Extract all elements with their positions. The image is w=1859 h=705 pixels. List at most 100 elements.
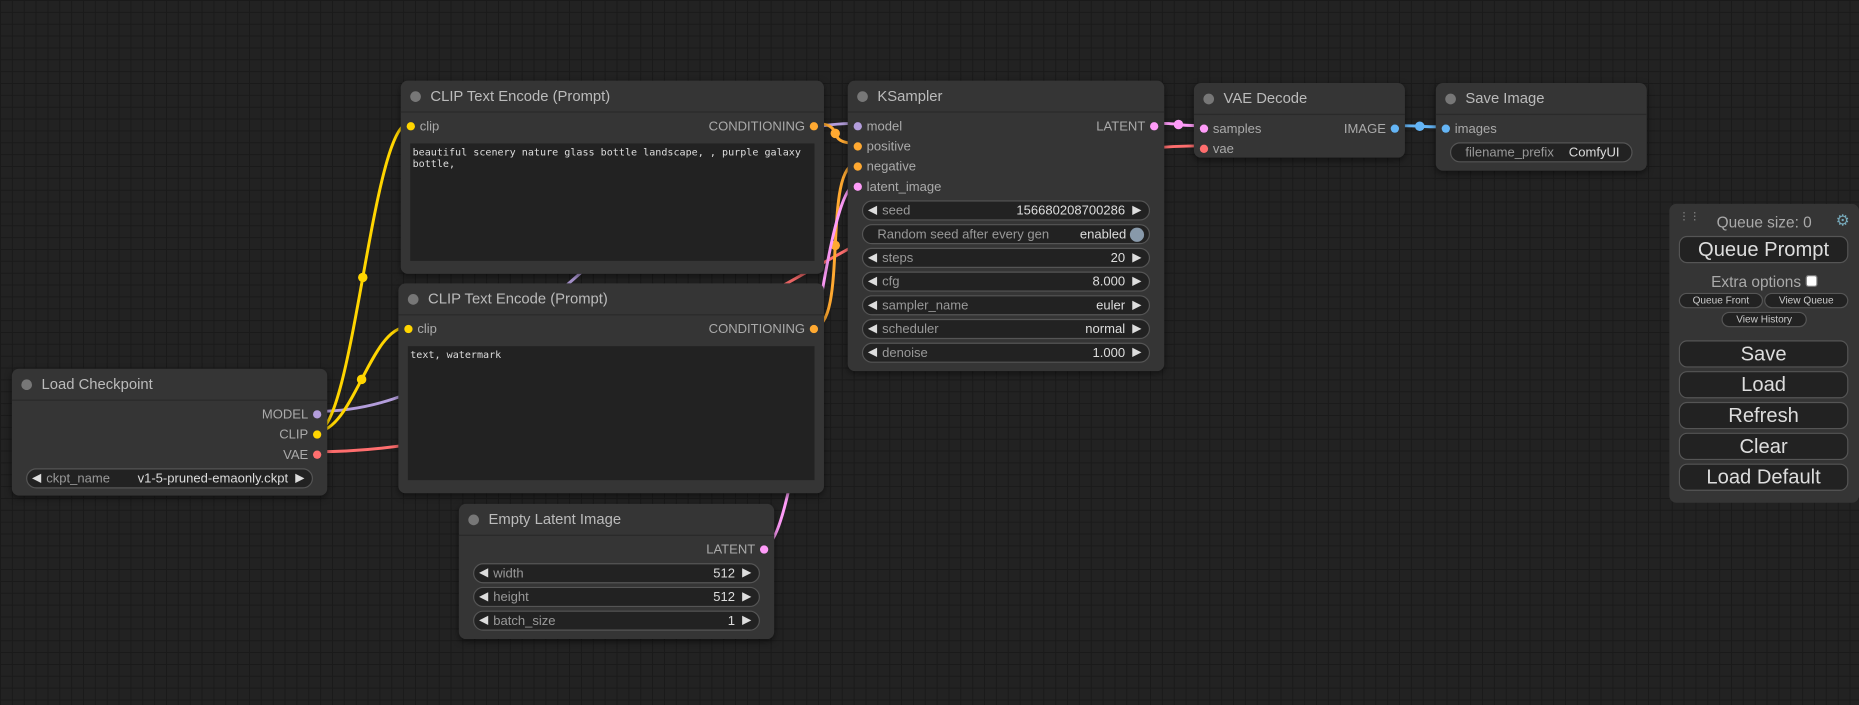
decrement-arrow-icon[interactable]: ◀ <box>478 590 489 604</box>
input-slot-latent_image[interactable]: latent_image <box>848 177 941 197</box>
increment-arrow-icon[interactable]: ▶ <box>742 590 752 604</box>
clip-input-dot-icon[interactable] <box>406 122 415 131</box>
input-slot-model[interactable]: model <box>848 116 902 136</box>
decrement-arrow-icon[interactable]: ◀ <box>867 346 877 360</box>
increment-arrow-icon[interactable]: ▶ <box>1132 346 1142 360</box>
samples-input-dot-icon[interactable] <box>1199 124 1209 133</box>
widget-scheduler[interactable]: ◀ scheduler normal ▶ <box>861 318 1151 340</box>
wire-midpoint-dot-icon[interactable] <box>356 374 367 385</box>
node-title-bar[interactable]: KSampler <box>847 81 1165 113</box>
node-ksampler[interactable]: KSampler model LATENT positive negative laten… <box>847 80 1165 372</box>
node-title-bar[interactable]: VAE Decode <box>1193 83 1405 116</box>
input-slot-positive[interactable]: positive <box>848 136 911 156</box>
collapse-dot-icon[interactable] <box>21 378 33 390</box>
decrement-arrow-icon[interactable]: ◀ <box>867 275 877 289</box>
increment-arrow-icon[interactable]: ▶ <box>1132 203 1142 217</box>
node-title-bar[interactable]: CLIP Text Encode (Prompt) <box>400 81 824 113</box>
vae-input-dot-icon[interactable] <box>1199 144 1209 153</box>
collapse-dot-icon[interactable] <box>410 90 421 102</box>
node-clip-text-encode-positive[interactable]: CLIP Text Encode (Prompt) clip CONDITIONIN… <box>400 80 824 274</box>
increment-arrow-icon[interactable]: ▶ <box>1132 298 1142 312</box>
node-title-bar[interactable]: CLIP Text Encode (Prompt) <box>398 283 824 316</box>
node-title-bar[interactable]: Empty Latent Image <box>458 504 775 536</box>
extra-options-checkbox[interactable] <box>1805 275 1818 287</box>
widget-sampler-name[interactable]: ◀ sampler_name euler ▶ <box>861 295 1151 316</box>
model-input-dot-icon[interactable] <box>853 122 862 131</box>
decrement-arrow-icon[interactable]: ◀ <box>478 614 489 628</box>
node-save-image[interactable]: Save Image images filename_prefix ComfyUI <box>1435 82 1647 171</box>
clip-output-dot-icon[interactable] <box>312 430 322 439</box>
collapse-dot-icon[interactable] <box>857 90 868 102</box>
node-load-checkpoint[interactable]: Load Checkpoint MODEL CLIP VAE ◀ ckpt_name v1-… <box>11 368 328 496</box>
increment-arrow-icon[interactable]: ▶ <box>1132 275 1142 289</box>
widget-cfg[interactable]: ◀ cfg 8.000 ▶ <box>861 271 1151 292</box>
vae-output-dot-icon[interactable] <box>312 450 322 459</box>
negative-input-dot-icon[interactable] <box>853 162 862 171</box>
drag-handle-icon[interactable]: ⋮⋮ <box>1678 209 1701 222</box>
increment-arrow-icon[interactable]: ▶ <box>295 471 305 485</box>
view-queue-button[interactable]: View Queue <box>1764 292 1849 309</box>
output-slot-clip[interactable]: CLIP <box>279 424 327 444</box>
widget-height[interactable]: ◀ height 512 ▶ <box>473 586 760 608</box>
wire-midpoint-dot-icon[interactable] <box>1415 121 1425 132</box>
increment-arrow-icon[interactable]: ▶ <box>1132 322 1142 336</box>
queue-front-button[interactable]: Queue Front <box>1678 292 1763 309</box>
widget-random-seed-after-every-gen[interactable]: Random seed after every gen enabled <box>861 224 1151 245</box>
node-title-bar[interactable]: Load Checkpoint <box>11 369 328 401</box>
collapse-dot-icon[interactable] <box>1445 93 1456 104</box>
increment-arrow-icon[interactable]: ▶ <box>742 614 752 628</box>
input-slot-clip[interactable]: clip <box>398 319 437 339</box>
increment-arrow-icon[interactable]: ▶ <box>1132 251 1142 265</box>
output-slot-conditioning[interactable]: CONDITIONING <box>709 319 824 339</box>
widget-denoise[interactable]: ◀ denoise 1.000 ▶ <box>861 342 1151 363</box>
conditioning-output-dot-icon[interactable] <box>809 324 819 334</box>
clip-input-dot-icon[interactable] <box>404 324 413 334</box>
widget-steps[interactable]: ◀ steps 20 ▶ <box>861 247 1151 268</box>
widget-filename-prefix[interactable]: filename_prefix ComfyUI <box>1449 142 1633 163</box>
image-output-dot-icon[interactable] <box>1390 124 1400 133</box>
model-output-dot-icon[interactable] <box>312 410 322 419</box>
decrement-arrow-icon[interactable]: ◀ <box>867 251 877 265</box>
output-slot-latent[interactable]: LATENT <box>706 539 774 559</box>
conditioning-output-dot-icon[interactable] <box>809 122 819 131</box>
wire-midpoint-dot-icon[interactable] <box>358 272 368 283</box>
widget-seed[interactable]: ◀ seed 156680208700286 ▶ <box>861 200 1151 221</box>
decrement-arrow-icon[interactable]: ◀ <box>867 298 877 312</box>
input-slot-samples[interactable]: samples <box>1194 119 1261 139</box>
input-slot-vae[interactable]: vae <box>1194 139 1234 159</box>
queue-prompt-button[interactable]: Queue Prompt <box>1678 235 1849 264</box>
input-slot-negative[interactable]: negative <box>848 156 916 176</box>
toggle-knob-icon[interactable] <box>1129 227 1145 242</box>
decrement-arrow-icon[interactable]: ◀ <box>867 203 877 217</box>
output-slot-conditioning[interactable]: CONDITIONING <box>709 116 824 136</box>
clear-button[interactable]: Clear <box>1678 432 1849 461</box>
output-slot-latent[interactable]: LATENT <box>1096 116 1164 136</box>
load-default-button[interactable]: Load Default <box>1678 463 1849 491</box>
view-history-button[interactable]: View History <box>1721 311 1807 328</box>
save-button[interactable]: Save <box>1678 340 1849 368</box>
decrement-arrow-icon[interactable]: ◀ <box>478 566 489 580</box>
wire-midpoint-dot-icon[interactable] <box>830 128 840 139</box>
decrement-arrow-icon[interactable]: ◀ <box>32 471 42 485</box>
images-input-dot-icon[interactable] <box>1441 124 1450 133</box>
latent_image-input-dot-icon[interactable] <box>853 182 862 191</box>
input-slot-clip[interactable]: clip <box>401 116 439 136</box>
positive-input-dot-icon[interactable] <box>853 142 862 151</box>
latent-output-dot-icon[interactable] <box>759 545 769 554</box>
node-title-bar[interactable]: Save Image <box>1435 83 1647 116</box>
prompt-textarea[interactable]: text, watermark <box>407 346 815 481</box>
widget-batch-size[interactable]: ◀ batch_size 1 ▶ <box>473 610 760 631</box>
output-slot-image[interactable]: IMAGE <box>1344 119 1405 139</box>
input-slot-images[interactable]: images <box>1436 119 1497 139</box>
decrement-arrow-icon[interactable]: ◀ <box>867 322 877 336</box>
node-clip-text-encode-negative[interactable]: CLIP Text Encode (Prompt) clip CONDITIONIN… <box>398 283 824 494</box>
output-slot-model[interactable]: MODEL <box>262 404 327 424</box>
node-empty-latent-image[interactable]: Empty Latent Image LATENT ◀ width 512 ▶ ◀ heigh… <box>458 503 775 640</box>
collapse-dot-icon[interactable] <box>1203 93 1215 104</box>
refresh-button[interactable]: Refresh <box>1678 401 1849 430</box>
collapse-dot-icon[interactable] <box>407 293 419 305</box>
output-slot-vae[interactable]: VAE <box>283 445 327 465</box>
load-button[interactable]: Load <box>1678 371 1849 399</box>
latent-output-dot-icon[interactable] <box>1150 122 1159 131</box>
